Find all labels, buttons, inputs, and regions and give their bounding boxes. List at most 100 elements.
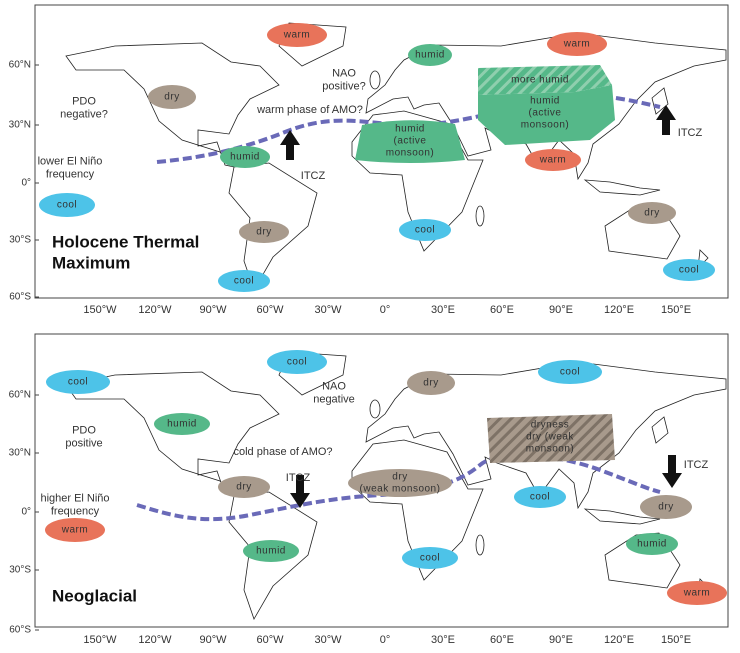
region	[239, 221, 289, 243]
annotation: higher El Niño	[40, 492, 109, 504]
region-label: dry	[423, 378, 438, 389]
region-label: cool	[287, 357, 307, 368]
region-label: humid	[415, 50, 445, 61]
lon-label: 30°W	[314, 634, 342, 646]
region-label: cool	[420, 553, 440, 564]
lon-label: 60°E	[490, 634, 514, 646]
region	[640, 495, 692, 519]
region	[348, 469, 452, 497]
region-label: dry (weak	[526, 432, 574, 443]
region-label: monsoon)	[526, 444, 574, 455]
region-label: more humid	[511, 75, 569, 86]
region-label: warm	[61, 525, 88, 536]
lon-label: 30°E	[431, 304, 455, 316]
region	[243, 540, 299, 562]
region	[667, 581, 727, 605]
region-label: humid	[530, 96, 560, 107]
arrow-down	[290, 475, 310, 508]
lat-label: 60°S	[9, 625, 31, 636]
region	[407, 371, 455, 395]
region-label: cool	[530, 492, 550, 503]
region-label: dry	[644, 208, 659, 219]
region	[220, 146, 270, 168]
region-label: humid	[395, 124, 425, 135]
region	[267, 23, 327, 47]
lat-label: 30°N	[9, 448, 31, 459]
region-label: (active	[529, 108, 562, 119]
region-label: warm	[539, 155, 566, 166]
lat-label: 60°S	[9, 292, 31, 303]
region	[39, 193, 95, 217]
arrow-up	[280, 130, 300, 160]
region-label: cool	[68, 377, 88, 388]
region	[626, 533, 678, 555]
lon-label: 150°E	[661, 634, 691, 646]
region	[487, 414, 615, 463]
lon-label: 90°W	[199, 304, 227, 316]
region-label: dry	[256, 227, 271, 238]
region-label: dry	[236, 482, 251, 493]
panel-title: Maximum	[52, 253, 130, 272]
annotation: negative?	[60, 108, 108, 120]
lon-label: 90°W	[199, 634, 227, 646]
annotation: ITCZ	[286, 472, 311, 484]
lat-label: 30°S	[9, 565, 31, 576]
region	[148, 85, 196, 109]
region-label: dry	[658, 502, 673, 513]
region-label: (weak monsoon)	[360, 484, 441, 495]
region-label: cool	[234, 276, 254, 287]
region	[514, 486, 566, 508]
region-label: dry	[164, 92, 179, 103]
lat-label: 60°N	[9, 60, 31, 71]
region	[218, 270, 270, 292]
region	[547, 32, 607, 56]
panel-title: Holocene Thermal	[52, 232, 199, 251]
lat-label: 0°	[21, 507, 31, 518]
region	[525, 149, 581, 171]
annotation: lower El Niño	[38, 155, 103, 167]
arrow-up	[656, 105, 676, 135]
region-label: dryness	[531, 420, 570, 431]
region-label: monsoon)	[386, 148, 434, 159]
lat-label: 60°N	[9, 390, 31, 401]
region	[402, 547, 458, 569]
region	[408, 44, 452, 66]
lon-label: 0°	[380, 634, 391, 646]
region-label: cool	[679, 265, 699, 276]
lon-label: 0°	[380, 304, 391, 316]
region-label: humid	[256, 546, 286, 557]
lon-label: 150°E	[661, 304, 691, 316]
lat-label: 0°	[21, 178, 31, 189]
region	[46, 370, 110, 394]
annotation: ITCZ	[678, 127, 703, 139]
annotation: negative	[313, 393, 355, 405]
lon-label: 120°W	[138, 304, 172, 316]
region	[478, 85, 615, 145]
lon-label: 120°E	[604, 634, 634, 646]
region	[478, 65, 612, 95]
lon-label: 120°W	[138, 634, 172, 646]
region-label: humid	[167, 419, 197, 430]
region	[267, 350, 327, 374]
region-label: humid	[637, 539, 667, 550]
annotation: warm phase of AMO?	[256, 104, 363, 116]
region-label: humid	[230, 152, 260, 163]
lon-label: 90°E	[549, 634, 573, 646]
region-label: (active	[394, 136, 427, 147]
region	[628, 202, 676, 224]
region-label: dry	[392, 472, 407, 483]
lon-label: 150°W	[83, 304, 117, 316]
annotation: cold phase of AMO?	[233, 446, 332, 458]
arrow-down	[662, 455, 682, 488]
region	[154, 413, 210, 435]
region-label: monsoon)	[521, 120, 569, 131]
lat-label: 30°S	[9, 235, 31, 246]
region	[663, 259, 715, 281]
lon-label: 120°E	[604, 304, 634, 316]
lon-label: 60°E	[490, 304, 514, 316]
annotation: PDO	[72, 424, 96, 436]
annotation: NAO	[322, 380, 346, 392]
region	[45, 518, 105, 542]
region-label: cool	[57, 200, 77, 211]
